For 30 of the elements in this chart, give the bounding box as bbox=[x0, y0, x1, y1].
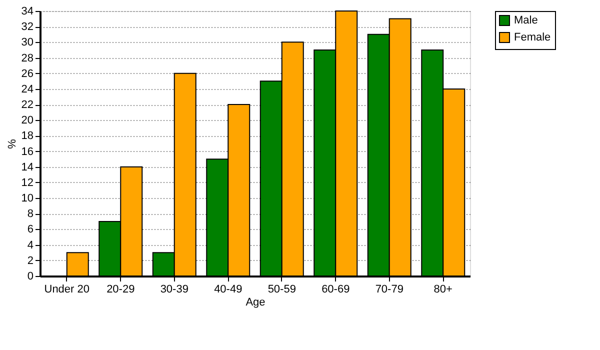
y-tick-label: 30 bbox=[21, 36, 34, 49]
x-tick-label: 20-29 bbox=[106, 284, 135, 296]
y-tick-label: 32 bbox=[21, 21, 34, 34]
y-tick-label: 16 bbox=[21, 146, 34, 158]
y-axis-title: % bbox=[6, 138, 18, 149]
y-tick-label: 22 bbox=[21, 99, 34, 112]
x-tick-label: 80+ bbox=[434, 284, 452, 296]
y-tick-label: 8 bbox=[27, 208, 34, 220]
y-tick-label: 10 bbox=[21, 192, 34, 205]
y-tick-label: 28 bbox=[21, 52, 34, 64]
y-tick-label: 34 bbox=[21, 6, 34, 18]
y-tick-label: 26 bbox=[21, 68, 34, 80]
x-tick-label: 70-79 bbox=[375, 284, 404, 296]
x-tick-label: 30-39 bbox=[160, 284, 188, 296]
y-tick-label: 14 bbox=[21, 161, 34, 174]
x-tick-label: Under 20 bbox=[44, 284, 90, 296]
y-tick-label: 12 bbox=[21, 176, 34, 189]
y-tick-label: 24 bbox=[21, 83, 34, 96]
y-tick-label: 4 bbox=[27, 239, 34, 252]
x-tick-label: 40-49 bbox=[214, 284, 242, 296]
y-tick-label: 18 bbox=[21, 130, 34, 142]
y-tick-label: 20 bbox=[21, 114, 34, 127]
legend-label: Male bbox=[514, 14, 538, 26]
x-tick-label: 50-59 bbox=[268, 284, 296, 296]
y-tick-label: 0 bbox=[27, 270, 34, 282]
x-axis-title: Age bbox=[246, 296, 266, 308]
legend-label: Female bbox=[514, 32, 551, 44]
x-tick-label: 60-69 bbox=[322, 284, 350, 296]
y-tick-label: 2 bbox=[27, 254, 34, 267]
y-tick-label: 6 bbox=[27, 224, 34, 236]
